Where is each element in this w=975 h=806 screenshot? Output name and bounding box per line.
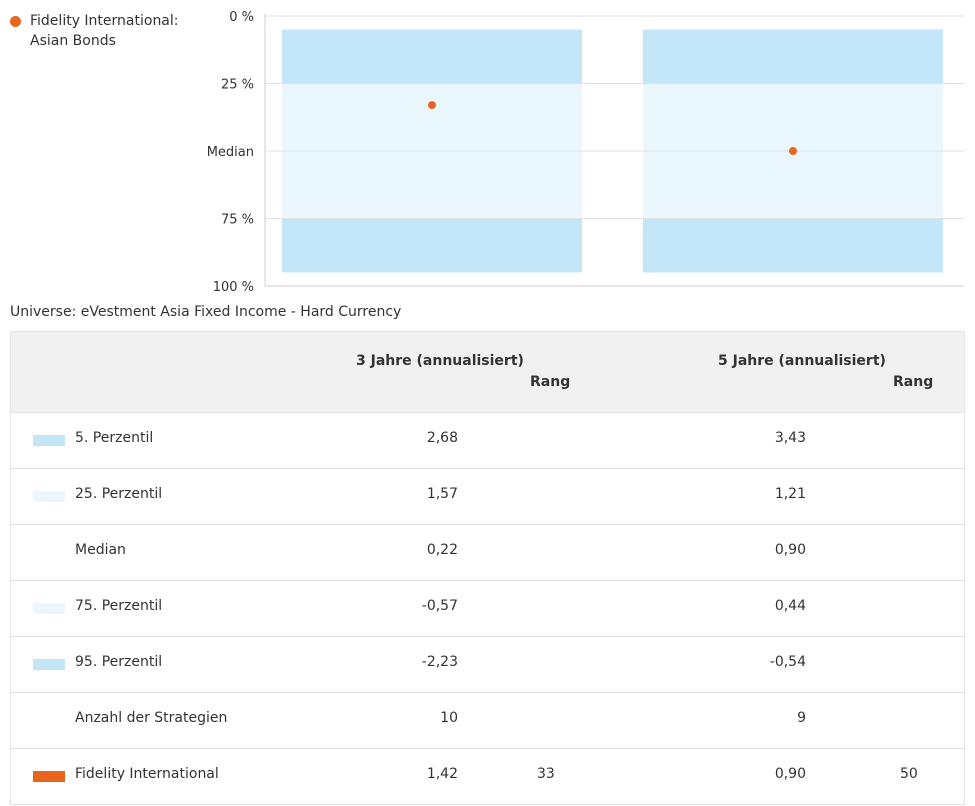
y-tick-label: 0 % <box>229 10 254 25</box>
percentile-chart: 0 % 25 % Median 75 % 100 % <box>207 10 964 295</box>
row-swatch <box>33 771 65 782</box>
row-3y-cell: 1,42 33 <box>226 748 588 805</box>
table-row: Median 0,22 0,90 <box>10 524 965 581</box>
row-label-cell: 25. Perzentil <box>10 468 226 525</box>
row-3y-value: -2,23 <box>421 654 458 670</box>
row-3y-cell: 10 <box>226 692 588 749</box>
row-5y-value: 0,90 <box>774 766 806 782</box>
row-label: 5. Perzentil <box>75 430 154 446</box>
row-5y-cell: -0,54 <box>588 636 965 693</box>
row-5y-cell: 3,43 <box>588 412 965 469</box>
row-label-cell: 95. Perzentil <box>10 636 226 693</box>
row-3y-cell: 1,57 <box>226 468 588 525</box>
percentile-band <box>282 29 582 84</box>
y-tick-label: 25 % <box>221 78 254 93</box>
row-5y-cell: 0,90 50 <box>588 748 965 805</box>
table-row: 75. Perzentil -0,57 0,44 <box>10 580 965 637</box>
table-row: Fidelity International 1,42 33 0,90 50 <box>10 748 965 805</box>
header-5y-rank: Rang <box>893 374 934 390</box>
legend-marker <box>10 16 21 27</box>
row-5y-cell: 0,44 <box>588 580 965 637</box>
universe-label: Universe: eVestment Asia Fixed Income - … <box>10 304 402 320</box>
row-label-cell: 5. Perzentil <box>10 412 226 469</box>
table-row: 95. Perzentil -2,23 -0,54 <box>10 636 965 693</box>
legend-label-line1: Fidelity International: <box>30 13 179 29</box>
row-swatch <box>33 659 65 670</box>
row-label-cell: Fidelity International <box>10 748 226 805</box>
row-label: Fidelity International <box>75 766 219 782</box>
row-5y-value: 1,21 <box>774 486 806 502</box>
y-tick-label: 75 % <box>221 213 254 228</box>
row-5y-cell: 0,90 <box>588 524 965 581</box>
row-3y-value: 0,22 <box>426 542 458 558</box>
row-swatch <box>33 603 65 614</box>
row-3y-value: 1,42 <box>426 766 458 782</box>
row-label: 75. Perzentil <box>75 598 163 614</box>
chart-legend: Fidelity International: Asian Bonds <box>10 11 190 51</box>
percentile-band <box>282 218 582 273</box>
row-5y-value: 9 <box>797 710 806 726</box>
table-header-row: 3 Jahre (annualisiert) Rang 5 Jahre (ann… <box>10 331 965 413</box>
row-swatch <box>33 435 65 446</box>
percentile-band <box>643 218 943 273</box>
row-label: 25. Perzentil <box>75 486 163 502</box>
table-row: 25. Perzentil 1,57 1,21 <box>10 468 965 525</box>
row-5y-value: -0,54 <box>769 654 806 670</box>
row-3y-rank: 33 <box>537 766 555 782</box>
header-5y-label: 5 Jahre (annualisiert) <box>718 353 886 369</box>
row-3y-cell: 0,22 <box>226 524 588 581</box>
header-3y-rank: Rang <box>530 374 571 390</box>
header-3y-label: 3 Jahre (annualisiert) <box>356 353 524 369</box>
row-5y-rank: 50 <box>900 766 918 782</box>
percentile-band <box>643 29 943 84</box>
header-5y: 5 Jahre (annualisiert) Rang <box>588 331 965 413</box>
data-point <box>428 101 436 110</box>
table-row: Anzahl der Strategien 10 9 <box>10 692 965 749</box>
row-5y-value: 3,43 <box>774 430 806 446</box>
header-empty <box>10 331 226 413</box>
row-3y-value: 10 <box>440 710 458 726</box>
row-label-cell: Median <box>10 524 226 581</box>
data-point <box>789 147 797 155</box>
row-5y-cell: 9 <box>588 692 965 749</box>
row-label-cell: 75. Perzentil <box>10 580 226 637</box>
row-label: Anzahl der Strategien <box>75 710 228 726</box>
row-label-cell: Anzahl der Strategien <box>10 692 228 749</box>
row-3y-cell: 2,68 <box>226 412 588 469</box>
row-3y-cell: -2,23 <box>226 636 588 693</box>
legend-label-line2: Asian Bonds <box>30 33 116 49</box>
row-3y-cell: -0,57 <box>226 580 588 637</box>
row-swatch <box>33 491 65 502</box>
row-label: Median <box>75 542 126 558</box>
row-5y-value: 0,90 <box>774 542 806 558</box>
header-3y: 3 Jahre (annualisiert) Rang <box>226 331 588 413</box>
row-3y-value: -0,57 <box>421 598 458 614</box>
row-label: 95. Perzentil <box>75 654 163 670</box>
y-tick-label: 100 % <box>213 280 254 295</box>
row-3y-value: 1,57 <box>426 486 458 502</box>
percentile-table: 3 Jahre (annualisiert) Rang 5 Jahre (ann… <box>10 331 965 805</box>
table-row: 5. Perzentil 2,68 3,43 <box>10 412 965 469</box>
row-5y-cell: 1,21 <box>588 468 965 525</box>
y-tick-label: Median <box>207 145 254 160</box>
row-3y-value: 2,68 <box>426 430 458 446</box>
row-5y-value: 0,44 <box>774 598 806 614</box>
